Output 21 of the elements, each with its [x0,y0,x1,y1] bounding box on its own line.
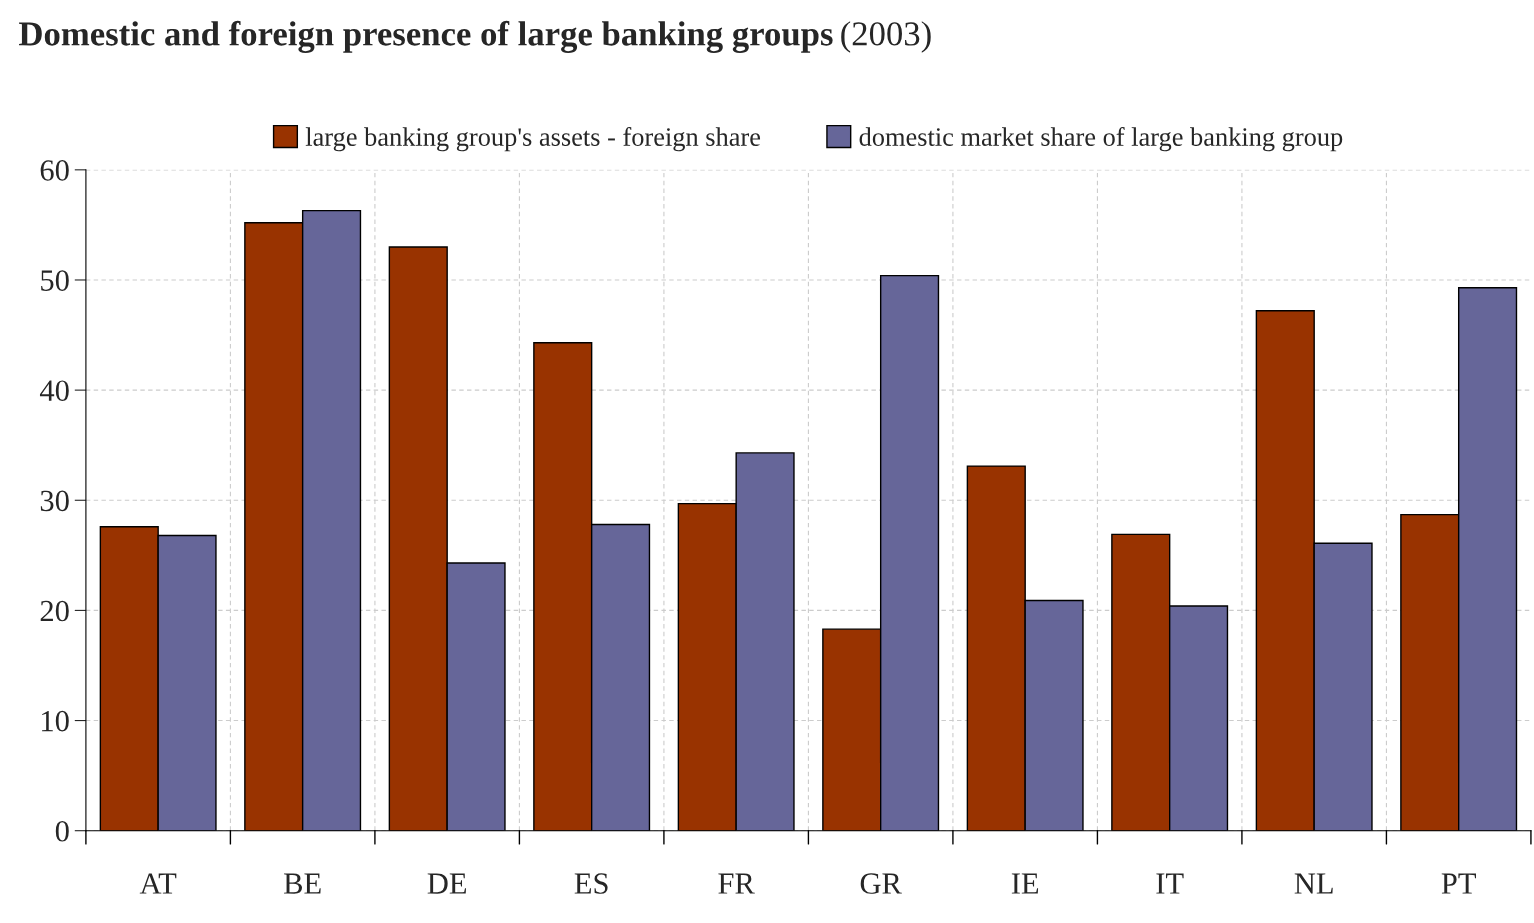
y-tick-label: 50 [41,270,69,291]
x-tick-label: ES [574,873,608,894]
x-tick-label: IE [1011,873,1039,894]
legend-label: large banking group's assets - foreign share [305,127,761,152]
chart-title: Domestic and foreign presence of large banking groups [19,20,833,53]
y-tick-label: 10 [42,710,69,732]
x-tick-label: FR [718,873,755,894]
x-tick-label: GR [860,873,902,894]
x-tick-label: DE [427,873,467,894]
y-tick-label: 40 [39,380,69,402]
x-tick-label: NL [1294,873,1333,894]
x-tick-label: IT [1156,873,1184,894]
x-tick-label: BE [284,873,321,894]
x-tick-label: AT [139,873,177,894]
x-tick-label: PT [1441,873,1476,894]
y-tick-label: 30 [40,490,69,512]
chart-subtitle: (2003) [841,21,931,53]
y-tick-label: 60 [40,160,69,181]
legend-label: domestic market share of large banking group [859,127,1343,152]
y-tick-label: 20 [40,600,69,622]
y-tick-label: 0 [55,820,69,842]
